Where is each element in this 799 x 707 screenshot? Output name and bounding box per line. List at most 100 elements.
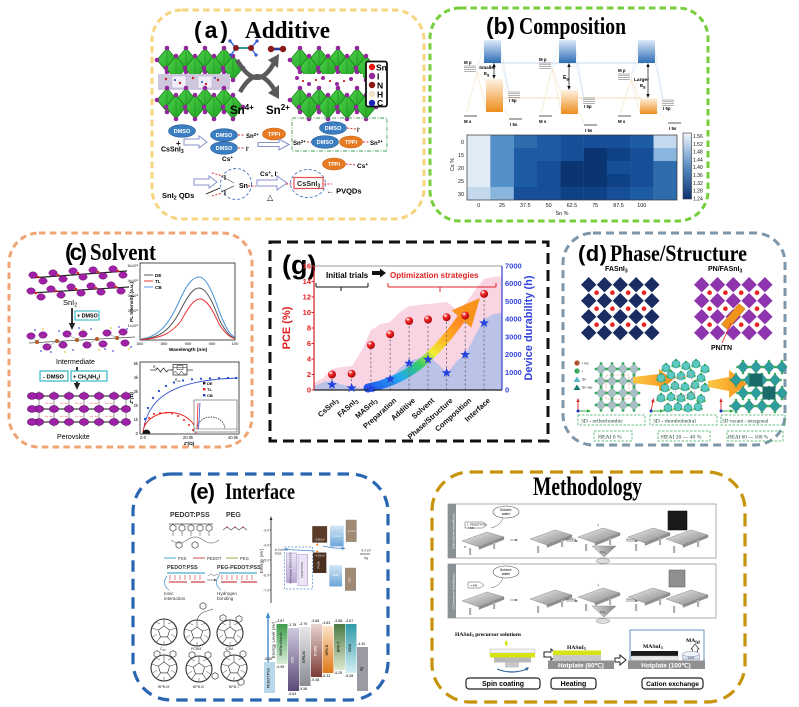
svg-text:+ DMSO: + DMSO — [77, 314, 98, 320]
svg-text:- DMSO: - DMSO — [43, 375, 64, 381]
svg-text:BPB-T: BPB-T — [229, 685, 240, 689]
svg-text:Solvent: Solvent — [90, 240, 156, 266]
svg-text:-3.67: -3.67 — [345, 619, 353, 623]
svg-text:CsSnI3: CsSnI3 — [161, 147, 184, 156]
svg-text:Solvent:: Solvent: — [500, 508, 512, 512]
svg-text:37.5: 37.5 — [520, 203, 531, 209]
svg-text:Larger: Larger — [634, 77, 649, 83]
svg-text:M p: M p — [539, 57, 547, 62]
svg-text:Perovskite: Perovskite — [57, 434, 90, 441]
svg-text:⇩: ⇩ — [597, 523, 600, 527]
svg-text:1x104: 1x104 — [128, 323, 139, 328]
svg-text:Ag: Ag — [360, 667, 364, 671]
svg-text:-7.0: -7.0 — [263, 589, 269, 593]
svg-text:-3.58 eV: -3.58 eV — [315, 538, 325, 542]
svg-text:Eg: Eg — [640, 83, 645, 89]
svg-text:PEDOT: PEDOT — [207, 556, 222, 561]
svg-text:-4.2 eV: -4.2 eV — [347, 529, 356, 533]
svg-text:SnI2: SnI2 — [600, 610, 607, 615]
svg-text:HEAI 60 — 100 %: HEAI 60 — 100 % — [728, 435, 769, 441]
svg-text:TL: TL — [207, 387, 212, 392]
svg-text:reverse: reverse — [626, 537, 636, 541]
svg-text:PEDOT:PSS: PEDOT:PSS — [167, 565, 198, 571]
svg-text:++ ++: ++ ++ — [75, 401, 83, 405]
svg-text:-5.28: -5.28 — [345, 674, 353, 678]
svg-text:Phase/Structure: Phase/Structure — [610, 241, 747, 266]
svg-text:++ ++: ++ ++ — [45, 414, 53, 418]
svg-text:HEAI 0 %: HEAI 0 % — [598, 435, 622, 441]
svg-text:SnI2: SnI2 — [63, 298, 77, 309]
svg-text:Smaller: Smaller — [479, 65, 496, 70]
svg-text:SnI2 QDs: SnI2 QDs — [162, 191, 194, 202]
svg-text:I 5s: I 5s — [669, 126, 677, 131]
svg-text:0: 0 — [307, 386, 311, 395]
svg-text:25: 25 — [499, 203, 505, 209]
svg-text:++ ++: ++ ++ — [90, 401, 98, 405]
svg-text:M p: M p — [464, 60, 472, 65]
svg-text:Sn: Sn — [376, 63, 387, 73]
svg-text:6000: 6000 — [505, 279, 522, 288]
svg-text:Ag: Ag — [364, 556, 368, 560]
svg-text:Cation exchange: Cation exchange — [646, 681, 699, 688]
svg-text:Cs+, I-: Cs+, I- — [260, 170, 278, 178]
svg-text:DE: DE — [207, 381, 213, 386]
svg-text:← PVQDs: ← PVQDs — [327, 187, 362, 196]
svg-text:-3.78: -3.78 — [288, 623, 296, 627]
svg-text:1.44: 1.44 — [693, 157, 703, 163]
svg-text:I 5p: I 5p — [663, 106, 671, 111]
svg-text:-3.68: -3.68 — [334, 619, 342, 623]
svg-text:++ ++: ++ ++ — [60, 414, 68, 418]
svg-text:H: H — [377, 90, 383, 100]
svg-text:Composition: Composition — [519, 14, 626, 40]
svg-text:950: 950 — [209, 341, 216, 346]
svg-text:Heating: Heating — [561, 681, 587, 688]
svg-text:-3.83: -3.83 — [322, 621, 330, 625]
svg-text:-5.0 eV: -5.0 eV — [274, 548, 285, 552]
svg-text:++ ++: ++ ++ — [75, 414, 83, 418]
svg-text:+ CH3NH3I: + CH3NH3I — [73, 375, 100, 382]
svg-text:⇩: ⇩ — [597, 583, 600, 587]
svg-text:Cs+: Cs+ — [357, 162, 368, 170]
svg-text:DE: DE — [155, 273, 161, 278]
svg-text:M s: M s — [464, 119, 472, 124]
svg-text:BPB-B: BPB-B — [325, 644, 329, 655]
svg-text:PEG: PEG — [226, 512, 241, 519]
svg-text:-3.0: -3.0 — [263, 529, 269, 533]
svg-text:BPB-B: BPB-B — [193, 685, 204, 689]
svg-text:Wavelength (nm): Wavelength (nm) — [169, 347, 208, 353]
svg-text:87.5: 87.5 — [613, 203, 624, 209]
svg-text:1.24: 1.24 — [693, 196, 703, 202]
svg-text:HASnI3 precursor solutions: HASnI3 precursor solutions — [455, 632, 522, 638]
svg-text:2: 2 — [307, 370, 311, 379]
svg-text:900: 900 — [185, 341, 192, 346]
svg-text:ICBA: ICBA — [348, 643, 352, 652]
svg-text:850: 850 — [161, 341, 168, 346]
svg-text:(a): (a) — [194, 17, 228, 43]
svg-text:3000: 3000 — [505, 332, 522, 341]
svg-text:I-: I- — [246, 145, 250, 153]
svg-text:8: 8 — [307, 324, 311, 333]
svg-text:20: 20 — [458, 166, 464, 172]
svg-text:C60: C60 — [291, 657, 295, 664]
svg-text:5k: 5k — [134, 361, 139, 366]
svg-text:CsSnI3: CsSnI3 — [297, 179, 320, 190]
svg-text:-5.63: -5.63 — [288, 692, 296, 696]
svg-text:1.56: 1.56 — [693, 134, 703, 140]
svg-text:-3.79: -3.79 — [299, 622, 307, 626]
svg-text:-4.30: -4.30 — [357, 642, 365, 646]
svg-text:3D - orthorhombic: 3D - orthorhombic — [581, 419, 623, 425]
svg-text:PEG-PEDOT:PSS: PEG-PEDOT:PSS — [217, 565, 261, 571]
svg-text:1000: 1000 — [505, 368, 522, 377]
svg-text:Hotplate (100℃): Hotplate (100℃) — [641, 662, 690, 669]
svg-text:0: 0 — [477, 203, 480, 209]
svg-text:1.32: 1.32 — [693, 181, 703, 187]
svg-text:1k: 1k — [134, 417, 139, 422]
svg-text:CB: CB — [207, 393, 213, 398]
svg-text:-4.0: -4.0 — [263, 544, 269, 548]
svg-text:Ionic: Ionic — [164, 591, 174, 596]
svg-text:MAPb0.5Sn0.5I3: MAPb0.5Sn0.5I3 — [279, 632, 283, 656]
svg-text:100: 100 — [232, 341, 239, 346]
svg-text:Rs: Rs — [153, 365, 157, 370]
svg-text:Device durability (h): Device durability (h) — [523, 275, 535, 380]
svg-text:-4.29 eV: -4.29 eV — [315, 554, 325, 558]
